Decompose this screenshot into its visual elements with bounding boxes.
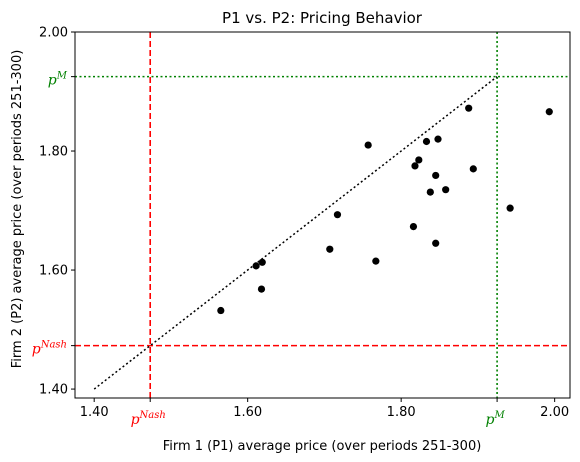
- x-tick-label: 1.40: [80, 405, 109, 420]
- data-point: [545, 108, 553, 116]
- data-point: [432, 171, 440, 180]
- axes: [74, 31, 571, 399]
- data-points: [217, 104, 553, 315]
- x-monopoly-label: pM: [485, 410, 505, 428]
- data-point: [217, 306, 225, 315]
- y-axis-label: Firm 2 (P2) average price (over periods …: [10, 50, 25, 369]
- reference-labels: pNash pM pNash pM: [32, 71, 506, 428]
- data-point: [442, 186, 450, 194]
- data-point: [409, 223, 418, 231]
- y-tick-label: 1.40: [39, 383, 68, 398]
- data-point: [326, 245, 334, 253]
- axes-frame: [74, 31, 571, 399]
- y-tick-label: 1.80: [39, 145, 68, 160]
- data-point: [469, 165, 477, 173]
- x-tick-label: 1.80: [387, 405, 416, 420]
- data-point: [411, 162, 419, 170]
- data-point: [372, 257, 380, 265]
- y-nash-label: pNash: [32, 340, 67, 358]
- data-point: [426, 188, 434, 196]
- y-tick-label: 2.00: [39, 26, 68, 41]
- x-tick-label: 1.60: [233, 405, 262, 420]
- x-tick-label: 2.00: [540, 405, 569, 420]
- y-monopoly-label: pM: [48, 71, 68, 89]
- data-point: [432, 239, 440, 247]
- data-point: [252, 262, 260, 270]
- chart-title: P1 vs. P2: Pricing Behavior: [222, 9, 423, 27]
- diagonal-layer: [93, 76, 498, 390]
- x-axis-label: Firm 1 (P1) average price (over periods …: [163, 439, 482, 454]
- plot-background: [75, 32, 570, 398]
- diagonal-line: [93, 76, 498, 390]
- data-point: [364, 141, 372, 149]
- data-point: [434, 135, 442, 143]
- data-point: [465, 104, 473, 112]
- data-point: [415, 156, 423, 164]
- data-point: [506, 204, 514, 212]
- plot-area: [75, 32, 570, 398]
- x-nash-label: pNash: [131, 410, 166, 428]
- data-point: [257, 285, 266, 293]
- tick-marks: 1.40 1.60 1.80 2.00 1.40 1.60 1.80 2.00: [39, 26, 569, 421]
- reference-lines: [75, 32, 570, 398]
- data-point: [333, 211, 342, 219]
- data-point: [422, 137, 431, 146]
- data-point: [258, 258, 266, 266]
- y-tick-label: 1.60: [39, 264, 68, 279]
